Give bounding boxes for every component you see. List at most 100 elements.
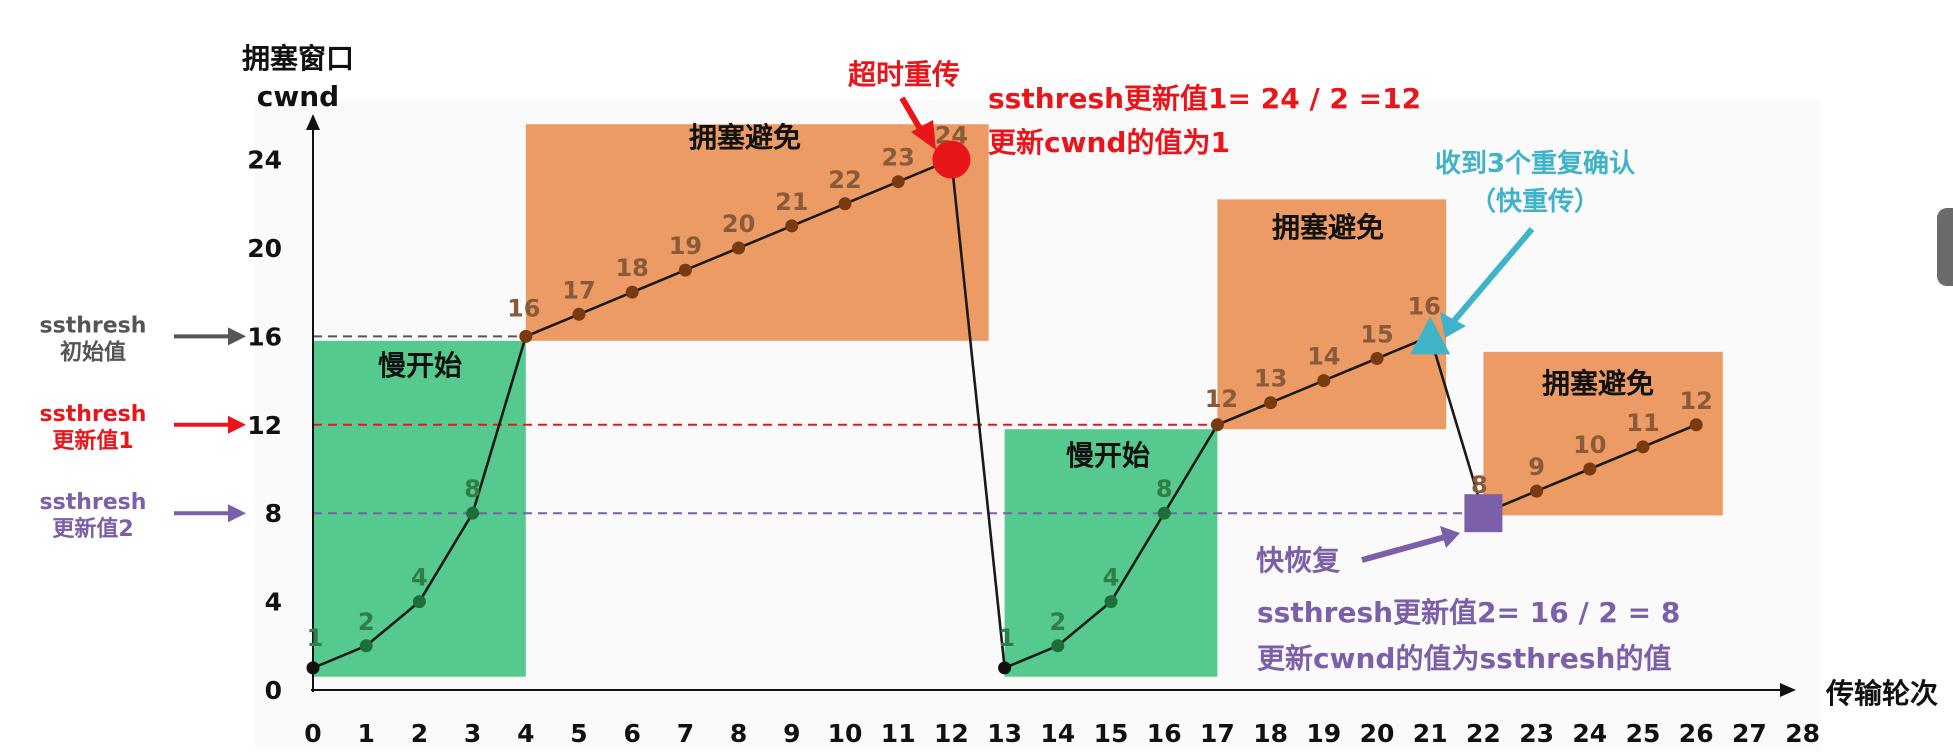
x-tick-label: 21	[1413, 719, 1448, 748]
x-tick-label: 14	[1040, 719, 1075, 748]
region-rect	[1483, 351, 1723, 516]
side-scroll-tab[interactable]	[1937, 208, 1953, 286]
x-tick-label: 13	[987, 719, 1022, 748]
region-rect	[1217, 199, 1447, 430]
fast-retransmit-arrow	[1450, 227, 1535, 324]
timeout-arrow-head	[911, 120, 936, 150]
data-label: 8	[1471, 471, 1488, 499]
threshold-label: ssthresh	[40, 402, 147, 427]
x-tick-label: 26	[1679, 719, 1714, 748]
x-axis-arrow	[1780, 683, 1796, 697]
data-label: 22	[828, 166, 861, 194]
x-tick-label: 19	[1306, 719, 1341, 748]
region-label: 拥塞避免	[689, 121, 801, 154]
x-tick-label: 16	[1147, 719, 1182, 748]
y-tick-label: 8	[265, 499, 282, 528]
y-tick-label: 20	[247, 234, 282, 263]
data-label: 20	[722, 210, 755, 238]
data-label: 11	[1626, 409, 1659, 437]
x-tick-label: 27	[1732, 719, 1767, 748]
data-point	[412, 595, 426, 609]
region-rect	[313, 340, 526, 677]
x-tick-label: 18	[1253, 719, 1288, 748]
x-tick-label: 1	[357, 719, 374, 748]
threshold-arrow-head	[228, 504, 246, 523]
timeout-marker	[932, 140, 971, 179]
x-tick-label: 5	[570, 719, 587, 748]
data-label: 4	[1103, 564, 1120, 592]
y-tick-label: 0	[265, 676, 282, 705]
x-tick-label: 25	[1626, 719, 1661, 748]
fast-recovery-arrow-head	[1440, 526, 1460, 548]
data-point	[572, 307, 586, 321]
fast-retransmit-label: （快重传）	[1470, 187, 1600, 217]
x-tick-label: 20	[1360, 719, 1395, 748]
data-point	[1051, 639, 1065, 653]
data-label: 19	[669, 232, 702, 260]
data-point	[1583, 462, 1597, 476]
y-axis-title: cwnd	[257, 80, 339, 113]
data-label: 23	[881, 144, 914, 172]
data-label: 12	[1205, 385, 1238, 413]
annotation-text: ssthresh更新值1= 24 / 2 =12	[988, 82, 1421, 115]
data-point	[466, 506, 480, 520]
threshold-label: ssthresh	[40, 313, 147, 338]
data-point	[998, 661, 1012, 675]
y-axis-arrow	[306, 114, 320, 130]
data-point	[838, 197, 852, 211]
data-point	[1157, 506, 1171, 520]
y-tick-label: 16	[247, 322, 282, 351]
x-tick-label: 24	[1572, 719, 1607, 748]
data-label: 9	[1528, 453, 1545, 481]
data-label: 15	[1360, 321, 1393, 349]
data-point	[1104, 595, 1118, 609]
data-label: 1	[998, 624, 1015, 652]
x-tick-label: 28	[1785, 719, 1820, 748]
region-label: 慢开始	[1066, 439, 1150, 472]
x-tick-label: 22	[1466, 719, 1501, 748]
x-axis-title: 传输轮次	[1825, 677, 1938, 710]
data-point	[785, 219, 799, 233]
x-tick-label: 3	[464, 719, 481, 748]
fast-retransmit-arrow-head	[1440, 312, 1466, 338]
region-label: 拥塞避免	[1542, 367, 1654, 400]
data-label: 1	[307, 624, 324, 652]
data-point	[1689, 418, 1703, 432]
x-tick-label: 17	[1200, 719, 1235, 748]
data-point	[306, 661, 320, 675]
x-tick-label: 0	[304, 719, 321, 748]
annotation-text: ssthresh更新值2= 16 / 2 = 8	[1257, 596, 1680, 629]
data-point	[1317, 374, 1331, 388]
y-tick-label: 12	[247, 411, 282, 440]
data-label: 16	[507, 294, 540, 322]
x-tick-label: 8	[730, 719, 747, 748]
fast-recovery-label: 快恢复	[1256, 544, 1340, 577]
y-axis-title: 拥塞窗口	[242, 42, 354, 75]
data-point	[1370, 352, 1384, 365]
annotation-text: 更新cwnd的值为ssthresh的值	[1257, 642, 1672, 675]
x-tick-label: 23	[1519, 719, 1554, 748]
data-label: 13	[1254, 365, 1287, 393]
threshold-label: 初始值	[60, 339, 126, 365]
data-label: 14	[1307, 343, 1340, 371]
fast-recovery-marker	[1464, 494, 1503, 533]
data-point	[678, 263, 692, 277]
annotation-text: 更新cwnd的值为1	[988, 126, 1230, 159]
data-point	[1636, 440, 1650, 454]
data-label: 18	[615, 254, 648, 282]
threshold-label: 更新值2	[52, 516, 133, 542]
region-label: 拥塞避免	[1272, 211, 1384, 244]
data-label: 2	[358, 608, 375, 636]
data-point	[891, 175, 905, 189]
data-label: 21	[775, 188, 808, 216]
data-label: 16	[1407, 292, 1440, 320]
data-point	[359, 639, 373, 653]
threshold-arrow-head	[228, 327, 246, 346]
data-point	[625, 285, 639, 299]
data-label: 2	[1049, 608, 1066, 636]
x-tick-label: 9	[783, 719, 800, 748]
fast-retransmit-label: 收到3个重复确认	[1435, 148, 1635, 179]
x-tick-label: 11	[881, 719, 916, 748]
data-label: 10	[1573, 431, 1606, 459]
